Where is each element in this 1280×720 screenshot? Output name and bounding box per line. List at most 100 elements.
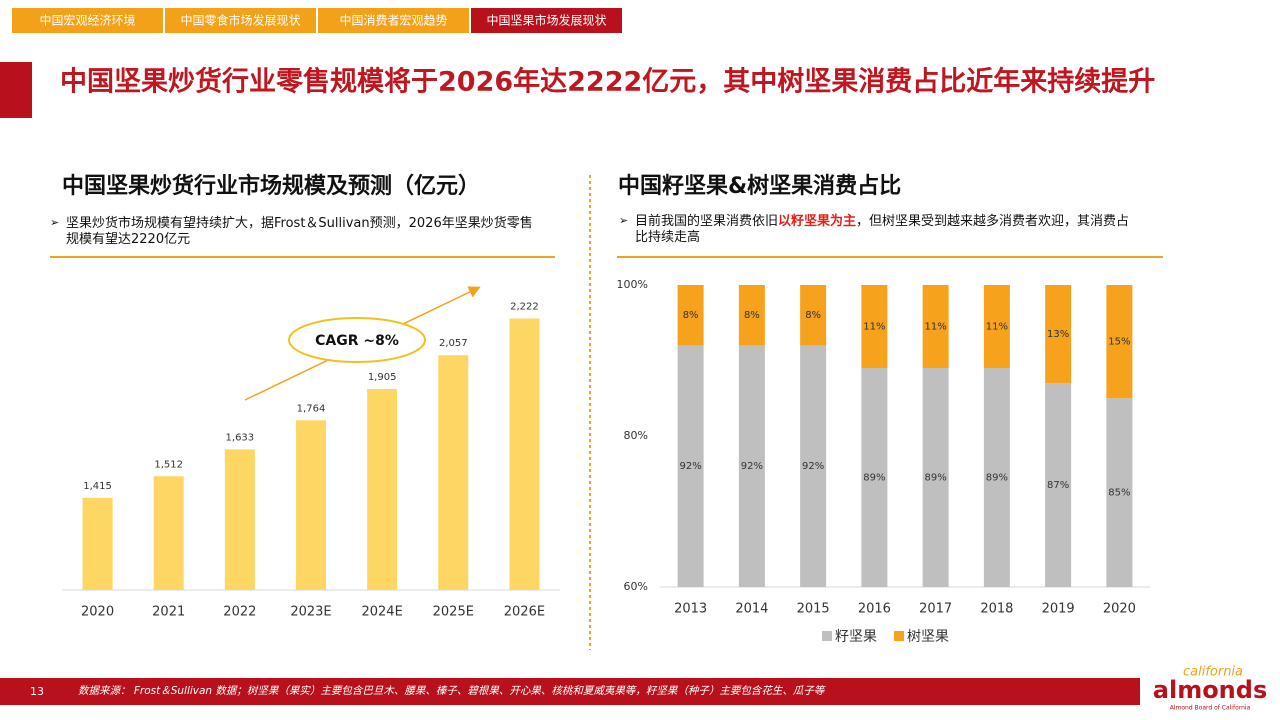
y-tick-label: 60% (624, 580, 648, 593)
nav-tab[interactable] (165, 8, 316, 33)
x-tick-label: 2020 (81, 605, 114, 620)
nav-tab-label: 中国消费者宏观趋势 (339, 13, 447, 28)
cagr-label: CAGR ~8% (315, 333, 399, 349)
value-label: 1,415 (83, 481, 112, 492)
note-run: 坚果炒货市场规模有望持续扩大，据Frost＆Sullivan预测，2026年坚果… (66, 215, 533, 231)
value-label: 13% (1047, 329, 1069, 340)
x-tick-label: 2018 (980, 602, 1013, 617)
bar (296, 420, 326, 590)
nav-tab-label: 中国坚果市场发展现状 (486, 13, 606, 28)
bar-segment (922, 285, 949, 369)
bar-segment (1106, 398, 1133, 587)
footer-bar (0, 678, 1140, 705)
note-run: ，但树坚果受到越来越多消费者欢迎，其消费占 (856, 213, 1129, 229)
nav-tab-label: 中国零食市场发展现状 (180, 13, 300, 28)
x-tick-label: 2022 (223, 605, 256, 620)
note-run: 以籽坚果为主 (778, 213, 856, 229)
bullet: ➢ (619, 214, 628, 227)
legend-swatch (822, 631, 832, 641)
bar-segment (1045, 383, 1072, 587)
legend-swatch (894, 631, 904, 641)
note-line: 目前我国的坚果消费依旧以籽坚果为主，但树坚果受到越来越多消费者欢迎，其消费占 (635, 213, 1129, 229)
note-line: 坚果炒货市场规模有望持续扩大，据Frost＆Sullivan预测，2026年坚果… (66, 215, 533, 231)
note-run: 比持续走高 (635, 229, 700, 245)
note-run: 规模有望达2220亿元 (66, 231, 190, 247)
logo-top: california (1183, 665, 1243, 680)
bar (367, 388, 398, 590)
slide-title: 中国坚果炒货行业零售规模将于2026年达2222亿元，其中树坚果消费占比近年来持… (60, 66, 1155, 98)
bullet: ➢ (50, 216, 59, 229)
note-line: 比持续走高 (635, 229, 700, 245)
legend-label: 树坚果 (907, 629, 949, 645)
value-label: 89% (863, 473, 885, 484)
value-label: 8% (744, 310, 760, 321)
x-tick-label: 2025E (433, 605, 474, 620)
bar (224, 449, 255, 590)
value-label: 2,057 (439, 338, 468, 349)
x-tick-label: 2021 (152, 605, 185, 620)
source: 数据来源： Frost＆Sullivan 数据；树坚果（果实）主要包含巴旦木、腰… (78, 685, 826, 697)
value-label: 1,905 (368, 372, 397, 383)
bar-segment (922, 368, 949, 587)
bar (438, 355, 469, 590)
x-tick-label: 2019 (1042, 602, 1075, 617)
nav-tab[interactable] (12, 8, 163, 33)
bar-segment (800, 345, 827, 587)
x-tick-label: 2023E (290, 605, 331, 620)
chart-title: 中国籽坚果&树坚果消费占比 (618, 173, 901, 199)
x-tick-label: 2015 (797, 602, 830, 617)
bar-segment (1045, 285, 1072, 384)
value-label: 8% (805, 310, 821, 321)
bar-segment (983, 285, 1010, 369)
y-tick-label: 100% (617, 278, 648, 291)
value-label: 11% (863, 322, 885, 333)
bar-segment (738, 345, 765, 587)
x-tick-label: 2016 (858, 602, 891, 617)
value-label: 92% (741, 461, 763, 472)
bar (82, 497, 113, 590)
x-tick-label: 2013 (674, 602, 707, 617)
x-tick-label: 2020 (1103, 602, 1136, 617)
nav-tab[interactable] (318, 8, 469, 33)
value-label: 89% (986, 473, 1008, 484)
legend-label: 籽坚果 (835, 629, 877, 645)
value-label: 11% (925, 322, 947, 333)
value-label: 92% (802, 461, 824, 472)
value-label: 92% (680, 461, 702, 472)
bar-segment (677, 285, 704, 346)
note-line: 规模有望达2220亿元 (66, 231, 190, 247)
logo-main: almonds (1153, 676, 1267, 704)
value-label: 8% (683, 310, 699, 321)
value-label: 2,222 (510, 302, 539, 313)
bar (153, 476, 184, 590)
bar (509, 318, 540, 590)
logo-sub: Almond Board of California (1170, 705, 1251, 712)
value-label: 11% (986, 322, 1008, 333)
cagr-ellipse (288, 317, 426, 363)
nav-tab-label: 中国宏观经济环境 (39, 13, 135, 28)
value-label: 85% (1108, 488, 1130, 499)
bar-segment (1106, 285, 1133, 399)
bar-segment (677, 345, 704, 587)
value-label: 1,764 (297, 403, 326, 414)
value-label: 1,633 (226, 432, 255, 443)
y-tick-label: 80% (624, 429, 648, 442)
x-tick-label: 2024E (361, 605, 402, 620)
bar-segment (738, 285, 765, 346)
x-tick-label: 2017 (919, 602, 952, 617)
value-label: 1,512 (154, 459, 183, 470)
bar-segment (800, 285, 827, 346)
page-number: 13 (30, 685, 44, 698)
value-label: 87% (1047, 480, 1069, 491)
title-block (0, 62, 32, 118)
bar-segment (861, 368, 888, 587)
nav-tab[interactable] (471, 8, 622, 33)
x-tick-label: 2014 (735, 602, 768, 617)
bar-segment (861, 285, 888, 369)
x-tick-label: 2026E (504, 605, 545, 620)
value-label: 15% (1108, 337, 1130, 348)
value-label: 89% (925, 473, 947, 484)
bar-segment (983, 368, 1010, 587)
note-run: 目前我国的坚果消费依旧 (635, 213, 778, 229)
